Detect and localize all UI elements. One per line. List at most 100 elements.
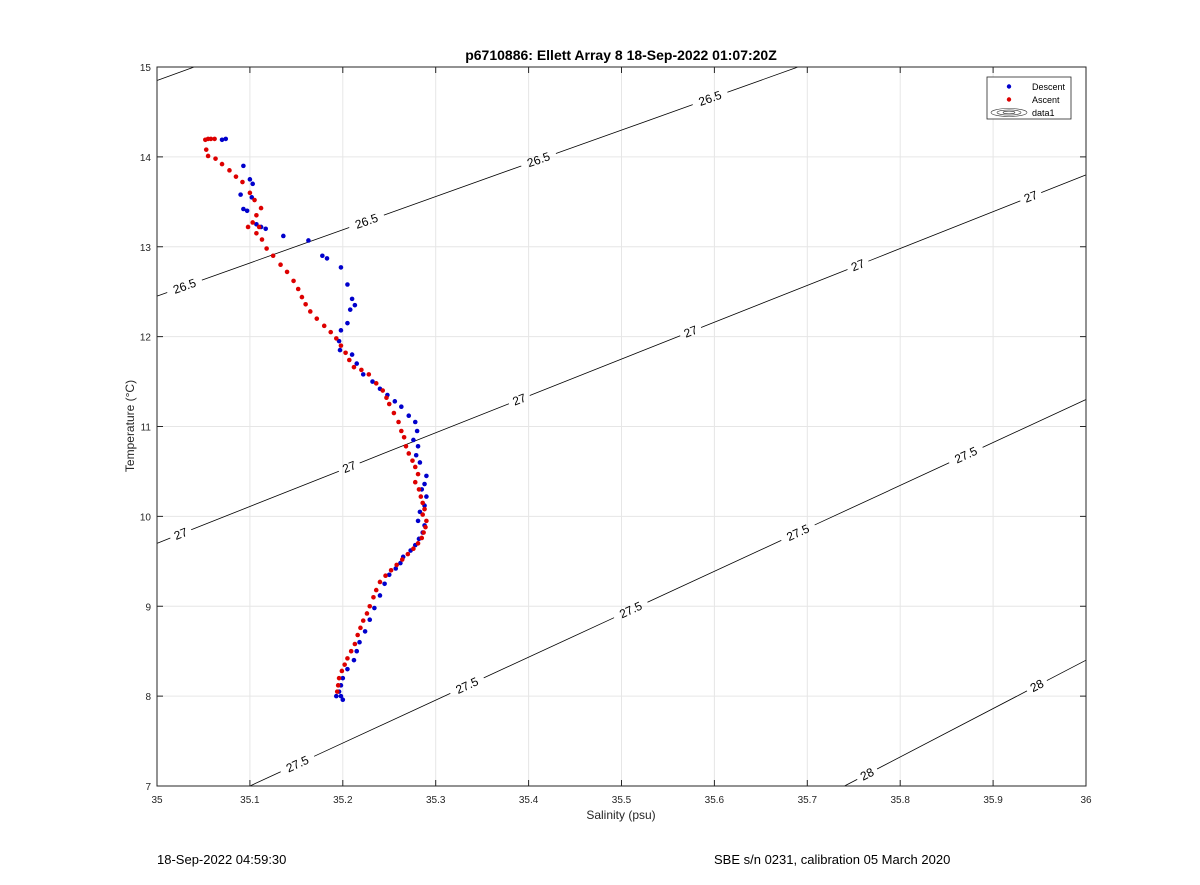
x-axis-label: Salinity (psu) <box>586 808 655 822</box>
x-tick-label: 35.4 <box>519 795 539 806</box>
ascent-point <box>418 494 424 499</box>
ascent-point <box>380 388 386 393</box>
ascent-point <box>423 524 428 530</box>
contour-label: 27 <box>682 323 700 341</box>
ascent-point <box>213 156 218 161</box>
contour-line-segment <box>201 227 350 281</box>
legend-data1-label: data1 <box>1032 108 1055 118</box>
descent-point <box>306 238 311 243</box>
ascent-point <box>383 573 388 578</box>
descent-point <box>351 657 357 663</box>
descent-point <box>414 428 420 434</box>
y-tick-label: 14 <box>140 153 152 164</box>
ascent-point <box>339 668 345 674</box>
contour-label: 27 <box>340 458 358 476</box>
ascent-point <box>394 562 399 568</box>
ascent-point <box>227 168 232 173</box>
descent-point <box>372 605 377 611</box>
x-axis-ticks: 35 35.1 35.2 35.3 35.4 35.5 35.6 35.7 35.8 35.9 36 <box>151 67 1092 806</box>
descent-point <box>413 452 419 458</box>
y-tick-label: 8 <box>145 692 151 703</box>
ascent-point <box>405 551 411 557</box>
descent-point <box>345 320 350 326</box>
y-tick-label: 10 <box>140 512 152 523</box>
descent-point <box>377 593 383 598</box>
contour-line-segment <box>647 540 782 603</box>
ascent-point <box>299 294 305 300</box>
ascent-point <box>254 212 259 218</box>
ascent-point <box>384 395 389 401</box>
ascent-point <box>264 246 269 251</box>
ascent-point <box>399 557 405 562</box>
ascent-point <box>410 458 415 463</box>
ascent-point <box>252 197 257 203</box>
contour-line-segment <box>529 335 681 396</box>
ascent-point <box>373 381 379 386</box>
descent-point <box>357 639 362 645</box>
descent-point <box>415 518 421 524</box>
descent-point <box>352 302 358 308</box>
descent-point <box>347 307 353 312</box>
ascent-point <box>386 401 392 407</box>
ascent-point <box>278 262 283 268</box>
ascent-point <box>416 487 422 492</box>
descent-point <box>263 226 268 232</box>
ascent-point <box>334 689 340 694</box>
contour-line-segment <box>1046 659 1087 681</box>
x-tick-label: 35.9 <box>983 795 1003 806</box>
ascent-point <box>396 419 401 425</box>
legend-ascent-marker <box>1006 97 1012 102</box>
footer-timestamp: 18-Sep-2022 04:59:30 <box>157 852 287 867</box>
descent-point <box>399 404 404 410</box>
ascent-point <box>415 471 421 477</box>
descent-point <box>238 192 243 197</box>
x-tick-label: 36 <box>1080 795 1092 806</box>
x-tick-label: 35.5 <box>612 795 632 806</box>
ascent-point <box>355 632 360 638</box>
ascent-point <box>411 546 416 552</box>
plot-area: 26.526.526.526.527272727272727.527.527.5… <box>140 63 1092 806</box>
ascent-point <box>336 675 342 681</box>
ascent-point <box>360 618 366 623</box>
descent-point <box>424 494 429 499</box>
legend: Descent Ascent data1 <box>986 76 1072 120</box>
contour-line-segment <box>555 104 693 154</box>
contour-line-segment <box>313 692 451 757</box>
x-tick-label: 35.8 <box>890 795 910 806</box>
contour-line-segment <box>982 399 1087 448</box>
descent-point <box>247 177 253 182</box>
descent-point <box>340 675 346 681</box>
ascent-point <box>247 190 253 196</box>
descent-point <box>337 347 343 353</box>
descent-point <box>386 572 392 578</box>
contour-line-segment <box>191 470 340 531</box>
descent-point <box>250 181 255 187</box>
ascent-series <box>203 136 429 694</box>
ascent-point <box>343 350 348 356</box>
contour-line-segment <box>156 66 195 81</box>
contour-line-segment <box>727 66 799 93</box>
ascent-point <box>205 153 211 159</box>
y-tick-label: 7 <box>145 782 151 793</box>
ascent-point <box>358 625 363 631</box>
contour-label: 28 <box>1028 676 1047 695</box>
ascent-point <box>399 428 404 434</box>
ascent-point <box>291 278 296 284</box>
contour-line-segment <box>249 771 281 787</box>
ascent-point <box>348 648 354 654</box>
descent-point <box>223 136 229 142</box>
descent-point <box>422 481 427 487</box>
ascent-point <box>347 357 352 363</box>
ascent-point <box>295 286 301 292</box>
descent-point <box>338 265 344 270</box>
ascent-point <box>203 147 209 152</box>
descent-point <box>382 581 387 587</box>
ascent-point <box>352 641 358 647</box>
ascent-point <box>401 434 407 440</box>
x-tick-label: 35.1 <box>240 795 260 806</box>
descent-point <box>412 419 418 425</box>
descent-point <box>349 296 355 302</box>
descent-point <box>362 629 368 634</box>
ascent-point <box>367 603 373 609</box>
